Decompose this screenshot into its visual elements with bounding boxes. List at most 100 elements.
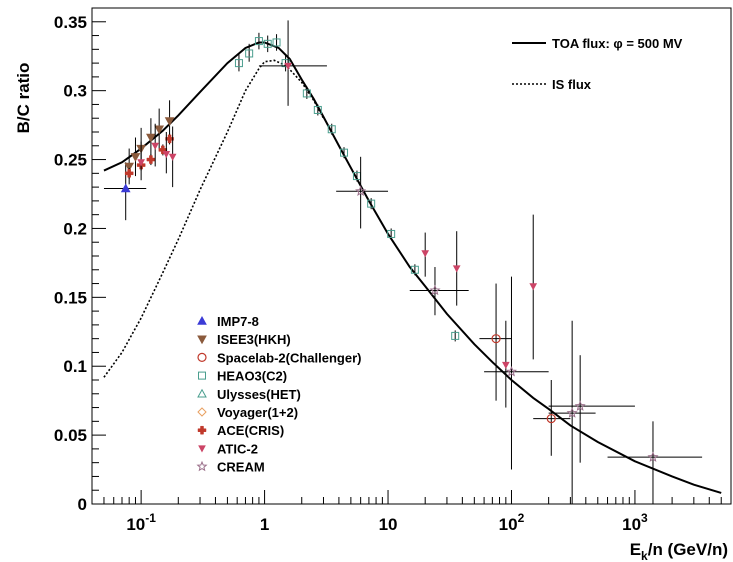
legend-marker-ace-cris — [197, 425, 207, 435]
marker-heao3-c2 — [254, 37, 263, 46]
data-point-ace-cris — [146, 154, 156, 166]
toa-label-phi: φ — [613, 36, 622, 51]
marker-isee3-hkh — [124, 162, 135, 172]
data-point-heao3-c2 — [272, 34, 281, 51]
x-axis-title-main: E — [630, 540, 641, 559]
data-point-heao3-c2 — [387, 228, 396, 240]
marker-imp7-8 — [120, 183, 131, 193]
y-tick-label: 0.25 — [54, 151, 87, 170]
x-tick-exponent: -1 — [145, 511, 156, 525]
marker-atic-2 — [137, 159, 145, 167]
is-flux-curve — [103, 59, 325, 378]
data-point-heao3-c2 — [410, 264, 419, 276]
x-tick-label: 10-1 — [126, 511, 156, 534]
data-point-atic-2 — [168, 126, 177, 188]
marker-isee3-hkh — [130, 153, 141, 162]
legend-label-ulysses-het: Ulysses(HET) — [217, 387, 301, 402]
marker-atic-2 — [529, 283, 538, 291]
data-point-isee3-hkh — [130, 137, 141, 177]
marker-heao3-c2 — [263, 39, 272, 48]
marker-ace-cris — [146, 155, 156, 164]
data-point-atic-2 — [529, 214, 538, 360]
data-point-heao3-c2 — [327, 123, 336, 135]
data-point-spacelab-2-challenger — [533, 380, 571, 456]
marker-heao3-c2 — [272, 38, 281, 47]
legend-marker-cream — [196, 460, 208, 472]
marker-cream — [566, 407, 578, 418]
x-tick-base: 10 — [622, 515, 641, 534]
y-tick-label: 0.2 — [63, 219, 87, 238]
legend-marker-isee3-hkh — [197, 335, 207, 345]
legend-label-atic-2: ATIC-2 — [217, 441, 258, 456]
marker-isee3-hkh — [146, 133, 156, 143]
marker-ace-cris — [124, 169, 134, 178]
x-tick-label: 10 — [379, 515, 398, 534]
data-point-atic-2 — [452, 231, 461, 306]
marker-spacelab-2-challenger — [546, 413, 556, 424]
legend-label-cream: CREAM — [217, 460, 265, 475]
y-tick-label: 0.3 — [63, 82, 87, 101]
legend-marker-atic-2 — [198, 445, 206, 453]
marker-heao3-c2 — [451, 331, 460, 340]
marker-heao3-c2 — [234, 59, 243, 68]
toa-label-pre: TOA flux: — [552, 36, 613, 51]
y-tick-label: 0 — [78, 495, 87, 514]
data-point-heao3-c2 — [245, 43, 254, 62]
marker-cream — [429, 284, 441, 296]
x-tick-label: 103 — [622, 511, 648, 534]
legend-label-imp7-8: IMP7-8 — [217, 314, 259, 329]
data-point-cream — [548, 355, 635, 463]
y-tick-label: 0.35 — [54, 13, 87, 32]
data-point-heao3-c2 — [254, 32, 263, 50]
marker-heao3-c2 — [245, 49, 254, 58]
legend-marker-heao3-c2 — [198, 371, 206, 380]
data-point-heao3-c2 — [263, 35, 272, 53]
legend-label-ace-cris: ACE(CRIS) — [217, 423, 284, 438]
model-curves — [103, 41, 722, 494]
x-tick-label: 1 — [260, 515, 269, 534]
x-tick-exponent: 3 — [641, 511, 648, 525]
x-tick-base: 10 — [499, 515, 518, 534]
marker-atic-2 — [162, 151, 171, 159]
marker-cream — [355, 185, 367, 196]
marker-cream — [574, 400, 586, 411]
data-point-isee3-hkh — [146, 118, 156, 157]
data-point-heao3-c2 — [313, 104, 322, 116]
marker-isee3-hkh — [164, 117, 175, 127]
legend: IMP7-8 ISEE3(HKH) Spacelab-2(Challenger) HE… — [196, 314, 362, 475]
marker-atic-2 — [151, 142, 160, 150]
data-point-cream — [409, 267, 469, 316]
data-points — [103, 20, 703, 504]
data-point-atic-2 — [421, 232, 430, 277]
y-axis-title: B/C ratio — [14, 63, 33, 134]
data-point-atic-2 — [501, 320, 510, 408]
data-point-cream — [607, 421, 703, 504]
legend-label-spacelab-2-challenger: Spacelab-2(Challenger) — [217, 350, 362, 365]
x-tick-base: 1 — [260, 515, 269, 534]
data-point-cream — [548, 320, 596, 504]
data-point-cream — [336, 156, 389, 229]
marker-atic-2 — [452, 265, 461, 273]
y-tick-label: 0.05 — [54, 426, 87, 445]
marker-heao3-c2 — [327, 125, 336, 134]
marker-cream — [505, 365, 518, 377]
curve-legend: TOA flux: φ = 500 MV IS flux — [512, 36, 683, 92]
data-point-atic-2 — [151, 123, 160, 167]
legend-label-isee3-hkh: ISEE3(HKH) — [217, 332, 291, 347]
x-axis-title: Ek/n (GeV/n) — [630, 540, 728, 562]
x-axis-title-sub: k — [641, 549, 648, 562]
data-point-cream — [484, 276, 549, 470]
x-tick-base: 10 — [379, 515, 398, 534]
data-point-atic-2 — [137, 141, 145, 181]
y-tick-label: 0.15 — [54, 288, 87, 307]
marker-heao3-c2 — [387, 229, 396, 238]
x-tick-base: 10 — [126, 515, 145, 534]
marker-cream — [647, 451, 659, 462]
marker-atic-2 — [168, 153, 177, 161]
marker-heao3-c2 — [367, 199, 376, 208]
data-point-isee3-hkh — [154, 108, 165, 149]
marker-isee3-hkh — [154, 125, 165, 135]
x-tick-exponent: 2 — [518, 511, 525, 525]
legend-marker-ulysses-het — [197, 388, 207, 398]
